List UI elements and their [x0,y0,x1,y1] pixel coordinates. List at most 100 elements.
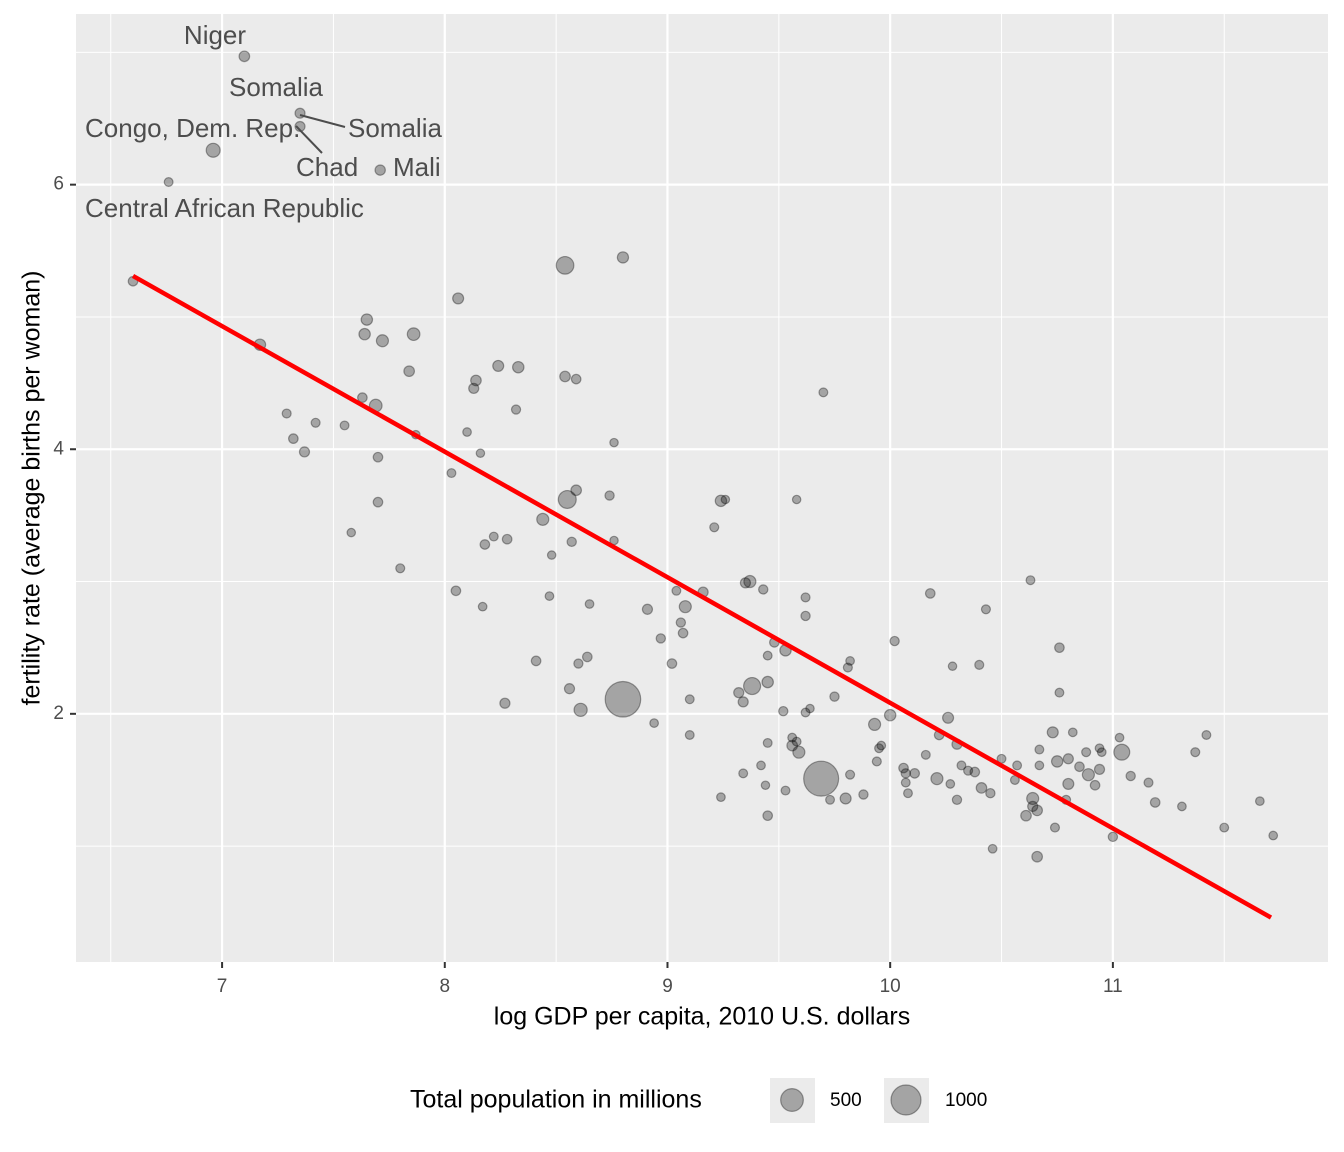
point [805,703,815,714]
point [760,780,771,791]
point [677,627,689,639]
point [898,762,909,774]
annotation: Somalia [348,113,442,143]
point [372,496,384,508]
point [372,451,384,463]
point [1096,747,1107,758]
point [570,373,582,385]
point [743,574,757,589]
point [974,659,985,670]
annotation: Niger [184,20,246,50]
point [492,359,505,372]
point [655,633,667,644]
point [512,360,525,374]
point [1054,687,1065,698]
point [1201,730,1212,740]
point [163,177,174,187]
point [874,743,885,754]
point [1054,642,1065,654]
point [563,683,576,695]
point [641,603,654,615]
point [581,651,593,663]
y-axis-title: fertility rate (average births per woman… [18,271,46,706]
point [1031,804,1044,817]
point [889,635,900,647]
point [450,585,462,597]
point [739,577,752,589]
point [762,650,773,661]
point [951,794,963,806]
point [930,772,944,786]
point [675,617,687,628]
annotation-connector [295,125,323,154]
point [584,599,595,609]
point [1254,796,1265,807]
panel [76,14,1328,962]
annotation: Mali [393,152,441,182]
point [609,437,619,448]
point [1062,777,1075,791]
point [1034,760,1045,771]
point [1049,822,1061,833]
point [374,164,386,176]
point [1034,744,1045,755]
legend-symbol [890,1084,922,1116]
point [604,490,615,501]
point [791,736,802,747]
point [738,768,749,779]
point [684,694,695,705]
point [947,661,958,671]
point [1177,801,1187,812]
point [1026,791,1040,806]
point [666,658,678,669]
legend-key [884,1078,929,1123]
point [845,769,856,780]
point [499,697,511,709]
point [1114,732,1125,743]
legend-label: 1000 [945,1090,987,1111]
point [604,680,642,718]
point [288,433,299,445]
point [403,365,416,378]
point [818,387,829,398]
point [1125,770,1136,782]
point [1143,777,1154,788]
point [945,779,956,789]
point [1050,755,1064,768]
point [1031,850,1044,863]
point [488,531,499,542]
point [1081,747,1092,758]
point [238,50,251,63]
point [924,588,936,599]
point [1149,797,1161,808]
point [446,468,457,479]
legend-key [770,1078,815,1123]
point [871,756,882,767]
point [1046,726,1059,739]
x-tick-label: 10 [880,976,901,997]
point [1107,831,1119,843]
point [1025,575,1036,586]
point [733,687,745,699]
point [845,656,855,666]
point [468,382,480,395]
point [298,446,311,458]
points [127,50,1279,863]
trend-line [131,273,1273,920]
point [867,717,882,732]
point [975,782,988,794]
y-tick-label: 2 [53,703,64,724]
point [720,494,731,505]
point [758,584,769,595]
point [346,527,357,538]
x-axis-title: log GDP per capita, 2010 U.S. dollars [494,1003,910,1031]
point [530,655,542,667]
y-tick-label: 6 [53,174,64,195]
point [800,707,811,718]
point [963,765,974,776]
point [501,533,513,545]
point [559,370,571,383]
annotation: Central African Republic [85,193,364,223]
point [956,760,967,771]
point [780,785,791,796]
